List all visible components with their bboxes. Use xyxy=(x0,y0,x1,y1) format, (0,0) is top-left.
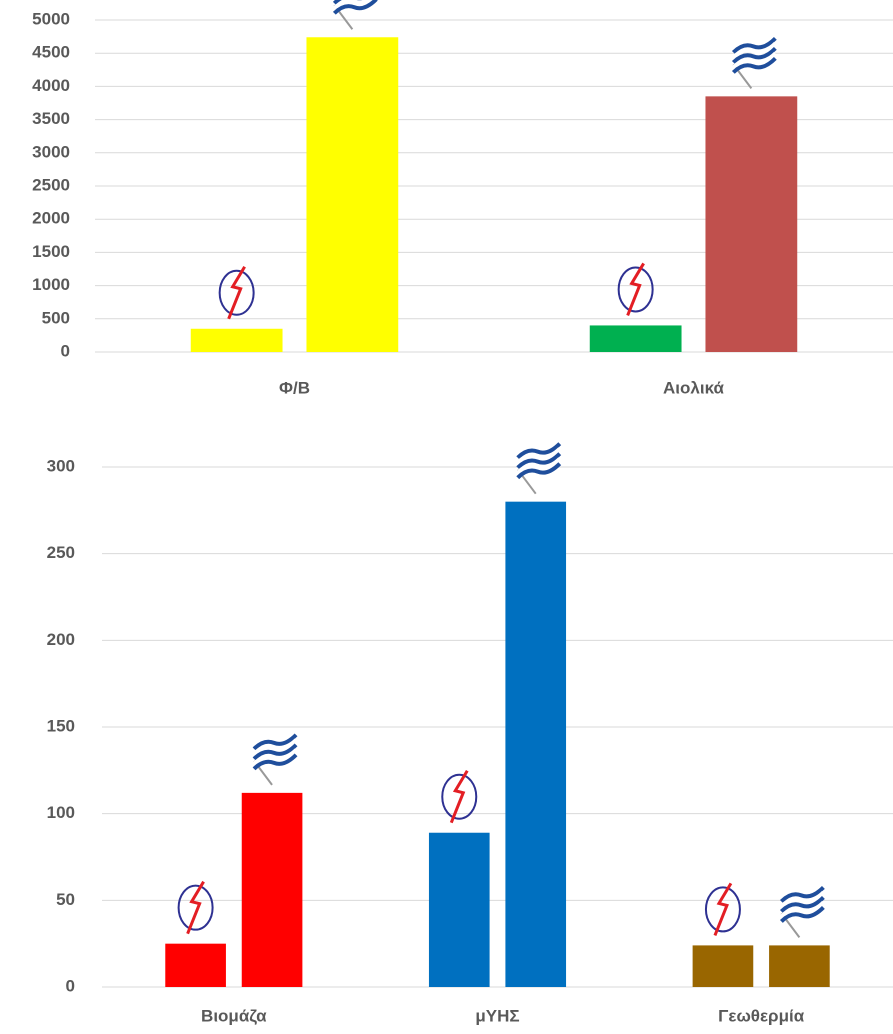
bar xyxy=(505,501,567,987)
flag-stripe xyxy=(516,462,562,480)
flag-stripe xyxy=(252,753,298,771)
flag-stripe xyxy=(779,905,825,923)
deh-logo xyxy=(177,880,214,935)
logo-bolt xyxy=(626,262,645,316)
y-tick-label: 4500 xyxy=(32,43,70,62)
logo-ring xyxy=(704,886,741,933)
y-tick-label: 2000 xyxy=(32,209,70,228)
flag-stripe xyxy=(332,0,378,15)
flag-stripe xyxy=(731,41,777,59)
bar xyxy=(241,792,303,987)
y-tick-label: 3000 xyxy=(32,142,70,161)
greek-flag xyxy=(252,733,298,786)
y-tick-label: 2500 xyxy=(32,175,70,194)
bar xyxy=(769,945,830,987)
bar xyxy=(428,832,490,987)
flag-stripe xyxy=(779,890,825,908)
greek-flag xyxy=(779,885,825,939)
bar xyxy=(705,96,798,352)
flag-stripe xyxy=(731,46,777,64)
x-tick-label: μΥΗΣ xyxy=(475,1006,519,1025)
y-tick-label: 4000 xyxy=(32,76,70,95)
flag-stripe xyxy=(731,56,777,74)
flag-stripe xyxy=(252,748,298,766)
bar xyxy=(589,325,682,352)
deh-logo xyxy=(441,769,478,824)
flag-stripe xyxy=(731,36,777,54)
greek-flag xyxy=(332,0,378,30)
flag-stripe xyxy=(779,895,825,913)
flag-stripe xyxy=(516,457,562,475)
x-tick-label: Γεωθερμία xyxy=(718,1006,805,1025)
y-tick-label: 1500 xyxy=(32,242,70,261)
logo-bolt xyxy=(713,882,733,936)
y-tick-label: 250 xyxy=(47,543,75,562)
greek-flag xyxy=(516,442,562,495)
deh-logo xyxy=(704,882,741,936)
greek-flag xyxy=(731,36,777,89)
y-tick-label: 500 xyxy=(42,308,70,327)
flag-stripe xyxy=(332,0,373,10)
y-tick-label: 0 xyxy=(66,976,75,995)
y-tick-label: 1000 xyxy=(32,275,70,294)
y-tick-label: 5000 xyxy=(32,9,70,28)
bar xyxy=(306,37,399,352)
logo-ring xyxy=(617,266,654,313)
logo-ring xyxy=(218,269,255,316)
flag-stripe xyxy=(779,885,825,903)
y-tick-label: 0 xyxy=(61,341,70,360)
flag-stripe xyxy=(779,900,825,918)
y-tick-label: 300 xyxy=(47,456,75,475)
deh-logo xyxy=(617,262,654,316)
flag-stripe xyxy=(731,51,777,69)
bar xyxy=(692,945,754,987)
y-tick-label: 200 xyxy=(47,630,75,649)
flag-stripe xyxy=(516,447,562,465)
bar xyxy=(190,328,283,352)
y-tick-label: 100 xyxy=(47,803,75,822)
logo-ring xyxy=(177,884,214,931)
logo-ring xyxy=(441,773,478,820)
deh-logo xyxy=(218,265,255,320)
flag-stripe xyxy=(516,442,562,460)
x-tick-label: Φ/Β xyxy=(279,378,310,397)
logo-bolt xyxy=(186,880,205,935)
y-tick-label: 150 xyxy=(47,716,75,735)
flag-stripe xyxy=(252,733,298,751)
flag-stripe xyxy=(516,452,562,470)
logo-bolt xyxy=(227,265,246,320)
y-tick-label: 50 xyxy=(56,890,75,909)
flag-stripe xyxy=(252,738,298,756)
bar xyxy=(165,943,226,987)
y-tick-label: 3500 xyxy=(32,109,70,128)
logo-bolt xyxy=(449,769,469,824)
x-tick-label: Βιομάζα xyxy=(201,1006,267,1025)
x-tick-label: Αιολικά xyxy=(663,378,724,397)
flag-stripe xyxy=(252,743,298,761)
